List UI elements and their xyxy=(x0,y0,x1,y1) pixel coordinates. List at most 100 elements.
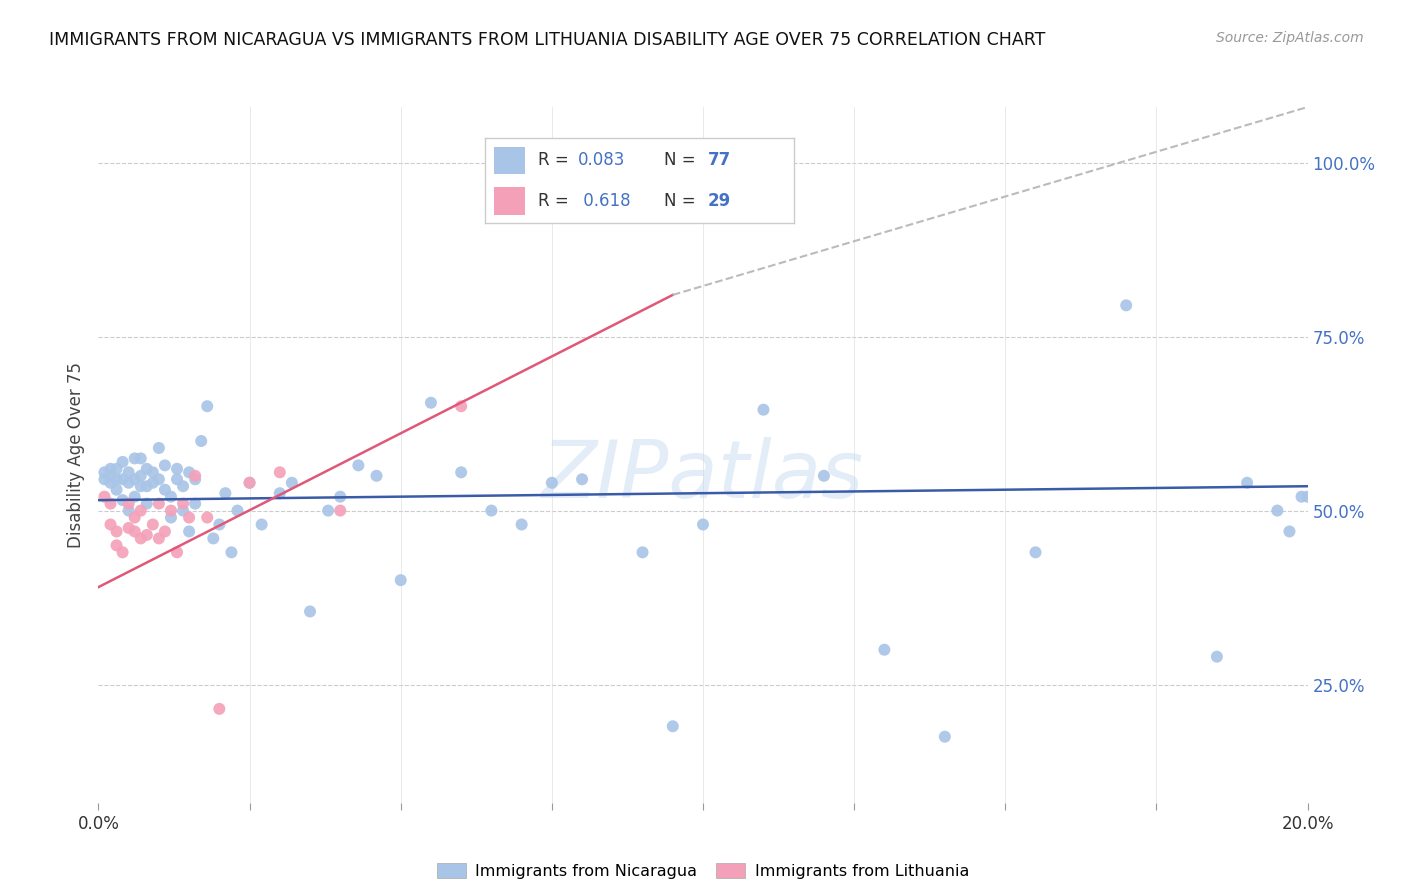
FancyBboxPatch shape xyxy=(495,147,526,174)
Point xyxy=(239,475,262,490)
Point xyxy=(93,490,115,504)
Point xyxy=(124,472,146,486)
Point xyxy=(105,538,128,552)
Point xyxy=(179,524,201,539)
Point xyxy=(1206,649,1229,664)
Point xyxy=(389,573,412,587)
Point xyxy=(142,466,165,480)
Point xyxy=(366,468,388,483)
Point xyxy=(105,483,128,497)
Point xyxy=(420,396,443,410)
Point xyxy=(135,528,157,542)
Text: 0.618: 0.618 xyxy=(578,192,630,210)
Point xyxy=(111,455,134,469)
Point xyxy=(148,497,170,511)
Text: R =: R = xyxy=(537,152,574,169)
Point xyxy=(105,462,128,476)
Point xyxy=(124,510,146,524)
Point xyxy=(166,472,188,486)
Point xyxy=(135,479,157,493)
Point xyxy=(160,510,183,524)
Point xyxy=(105,524,128,539)
Point xyxy=(100,497,122,511)
Point xyxy=(1267,503,1289,517)
Text: 29: 29 xyxy=(707,192,731,210)
Point xyxy=(329,490,352,504)
Point xyxy=(329,503,352,517)
Point xyxy=(111,545,134,559)
Point xyxy=(1115,298,1137,312)
Point xyxy=(105,472,128,486)
Point xyxy=(1291,490,1313,504)
Point xyxy=(752,402,775,417)
Point xyxy=(1278,524,1301,539)
Point xyxy=(208,517,231,532)
Point xyxy=(179,466,201,480)
Point xyxy=(129,532,152,546)
Point xyxy=(118,521,141,535)
Legend: Immigrants from Nicaragua, Immigrants from Lithuania: Immigrants from Nicaragua, Immigrants fr… xyxy=(430,856,976,885)
Point xyxy=(100,462,122,476)
Point xyxy=(93,472,115,486)
Point xyxy=(172,479,194,493)
Point xyxy=(934,730,956,744)
Text: R =: R = xyxy=(537,192,574,210)
Point xyxy=(111,472,134,486)
Text: ZIPatlas: ZIPatlas xyxy=(541,437,865,515)
Point xyxy=(148,472,170,486)
Point xyxy=(195,510,218,524)
Point xyxy=(510,517,533,532)
Text: IMMIGRANTS FROM NICARAGUA VS IMMIGRANTS FROM LITHUANIA DISABILITY AGE OVER 75 CO: IMMIGRANTS FROM NICARAGUA VS IMMIGRANTS … xyxy=(49,31,1046,49)
Point xyxy=(239,475,262,490)
Point xyxy=(111,493,134,508)
Point xyxy=(202,532,225,546)
Point xyxy=(299,605,322,619)
Point xyxy=(347,458,370,473)
Point xyxy=(129,479,152,493)
Point xyxy=(221,545,243,559)
Text: 0.083: 0.083 xyxy=(578,152,626,169)
Point xyxy=(571,142,593,156)
Point xyxy=(208,702,231,716)
Point xyxy=(214,486,236,500)
Point xyxy=(160,503,183,517)
Text: Source: ZipAtlas.com: Source: ZipAtlas.com xyxy=(1216,31,1364,45)
Point xyxy=(1236,475,1258,490)
Point xyxy=(631,545,654,559)
Point xyxy=(172,497,194,511)
Point xyxy=(124,524,146,539)
Point xyxy=(153,458,176,473)
Point xyxy=(571,472,593,486)
Point xyxy=(184,497,207,511)
Point xyxy=(269,466,291,480)
Point xyxy=(179,510,201,524)
Point xyxy=(160,490,183,504)
Point xyxy=(153,483,176,497)
Point xyxy=(100,468,122,483)
Point xyxy=(481,503,503,517)
Point xyxy=(316,503,339,517)
Point xyxy=(129,503,152,517)
Point xyxy=(166,545,188,559)
Point xyxy=(269,486,291,500)
Text: N =: N = xyxy=(665,192,702,210)
Point xyxy=(153,524,176,539)
Point xyxy=(93,466,115,480)
Y-axis label: Disability Age Over 75: Disability Age Over 75 xyxy=(66,362,84,548)
Point xyxy=(450,466,472,480)
Point xyxy=(142,517,165,532)
Point xyxy=(813,468,835,483)
Point xyxy=(118,497,141,511)
FancyBboxPatch shape xyxy=(495,187,526,214)
Point xyxy=(100,475,122,490)
Point xyxy=(190,434,212,448)
Point xyxy=(135,497,157,511)
Point xyxy=(166,462,188,476)
Text: N =: N = xyxy=(665,152,702,169)
Point xyxy=(172,503,194,517)
Point xyxy=(129,468,152,483)
Point xyxy=(100,517,122,532)
Point xyxy=(195,399,218,413)
Point xyxy=(118,475,141,490)
Point xyxy=(1024,545,1046,559)
